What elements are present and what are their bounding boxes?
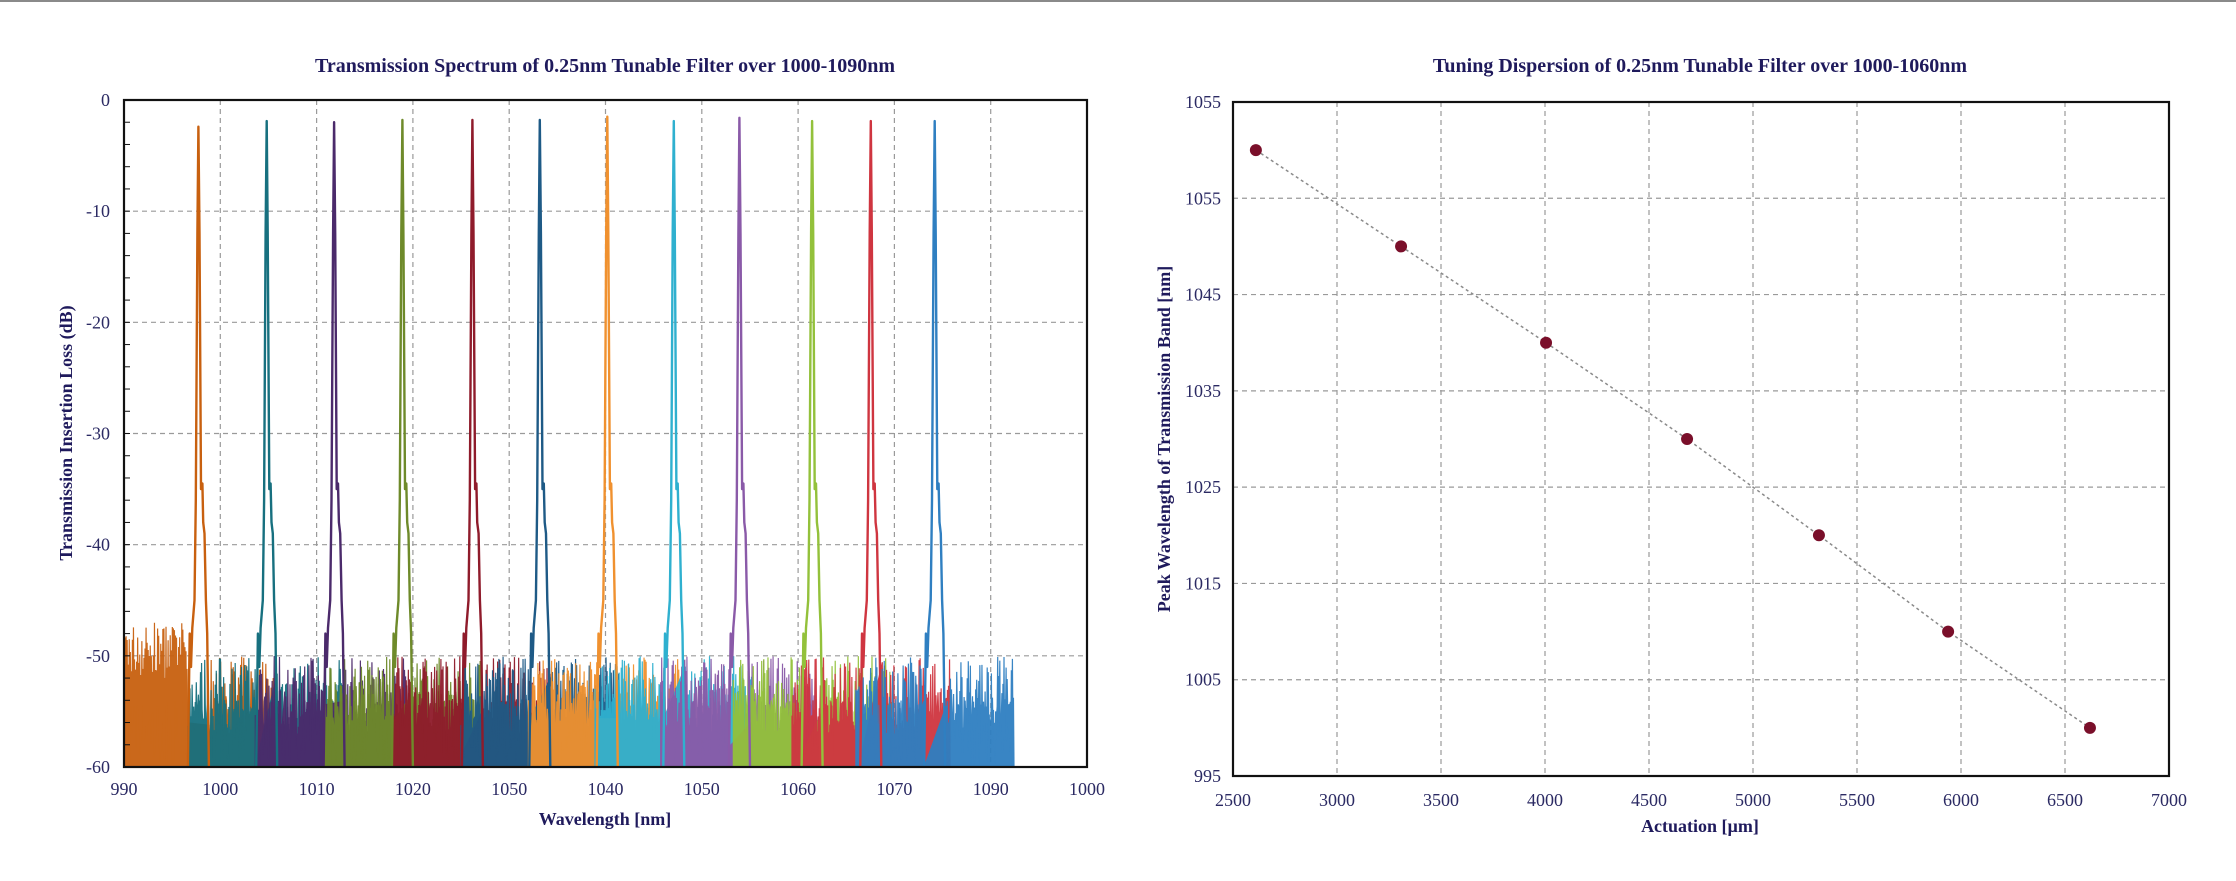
spectrum-x-tick-label: 1090 [973,779,1009,799]
spectrum-peak-peak-11 [859,119,883,768]
dispersion-data-point [2083,721,2096,734]
spectrum-peak-peak-7 [595,115,619,768]
dispersion-data-point [1249,144,1262,157]
spectrum-y-tick-label: 0 [101,90,110,110]
spectrum-peak-peak-10 [800,119,824,768]
spectrum-y-tick-label: -10 [86,201,110,221]
dispersion-y-tick-label: 1045 [1185,285,1221,305]
spectrum-peak-peak-1 [186,125,211,768]
spectrum-peak-peak-6 [528,118,552,768]
dispersion-trendline [1255,149,2091,729]
dispersion-y-tick-label: 1035 [1185,381,1221,401]
spectrum-x-tick-label: 1000 [202,779,238,799]
dispersion-x-tick-label: 5500 [1839,790,1875,810]
spectrum-peak-peak-3 [322,121,346,768]
spectrum-x-tick-label: 1050 [684,779,720,799]
dispersion-x-tick-label: 4000 [1527,790,1563,810]
spectrum-chart-title: Transmission Spectrum of 0.25nm Tunable … [315,55,895,77]
spectrum-chart: Transmission Spectrum of 0.25nm Tunable … [56,55,1105,829]
dispersion-data-point [1942,625,1955,638]
spectrum-peak-peak-2 [255,119,279,768]
dispersion-y-axis-label: Peak Wavelength of Transmission Band [nm… [1154,266,1174,613]
dispersion-chart-title: Tuning Dispersion of 0.25nm Tunable Filt… [1433,55,1968,77]
spectrum-y-tick-label: -30 [86,424,110,444]
spectrum-x-tick-label: 1010 [299,779,335,799]
dispersion-x-tick-label: 3000 [1319,790,1355,810]
spectrum-y-tick-label: -50 [86,646,110,666]
spectrum-noise-floor [123,622,1015,768]
dispersion-x-tick-label: 6500 [2047,790,2083,810]
spectrum-peak-peak-5 [460,118,485,768]
dispersion-plot-frame [1231,100,2171,778]
top-border-line [0,0,2236,2]
spectrum-x-tick-label: 1040 [588,779,624,799]
spectrum-peak-peak-4 [390,118,415,768]
spectrum-peak-peak-9 [727,116,752,768]
dispersion-x-tick-label: 5000 [1735,790,1771,810]
spectrum-x-axis-label: Wavelength [nm] [539,809,672,829]
spectrum-x-tick-label: 1060 [780,779,816,799]
spectrum-x-tick-label: 1070 [876,779,912,799]
spectrum-x-tick-label: 1000 [1069,779,1105,799]
dispersion-data-point [1681,433,1694,445]
dispersion-x-ticks: 2500 3000 3500 4000 4500 5000 5500 6000 6500 7000 [1215,790,2187,810]
spectrum-y-tick-label: -20 [86,312,110,332]
spectrum-series [186,115,947,768]
dispersion-data-point [1540,336,1553,349]
dispersion-x-tick-label: 7000 [2151,790,2187,810]
dispersion-y-tick-label: 1025 [1185,477,1221,497]
spectrum-y-ticks: 0 -10 -20 -30 -40 -50 -60 [86,90,130,777]
dispersion-data-point [1812,529,1825,542]
spectrum-x-ticks: 990 1000 1010 1020 1050 1040 1050 1060 1070 1090 1… [111,779,1106,799]
spectrum-x-tick-label: 1050 [491,779,527,799]
spectrum-peak-peak-8 [662,119,686,768]
dispersion-y-tick-label: 995 [1194,766,1221,786]
dispersion-y-tick-label: 1055 [1185,92,1221,112]
dispersion-x-tick-label: 2500 [1215,790,1251,810]
dispersion-y-tick-label: 1005 [1185,670,1221,690]
spectrum-x-tick-label: 1020 [395,779,431,799]
dispersion-y-tick-label: 1055 [1185,188,1221,208]
dispersion-data-point [1395,240,1408,253]
spectrum-x-tick-label: 990 [111,779,138,799]
dispersion-y-tick-label: 1015 [1185,573,1221,593]
dispersion-x-tick-label: 6000 [1943,790,1979,810]
spectrum-y-tick-label: -40 [86,535,110,555]
dispersion-y-ticks: 1055 1055 1045 1035 1025 1015 1005 995 [1185,92,1221,786]
dispersion-grid [1233,102,2169,776]
spectrum-peak-peak-12 [923,119,947,768]
dispersion-points [1249,144,2096,734]
dispersion-x-axis-label: Actuation [µm] [1641,816,1759,836]
spectrum-y-tick-label: -60 [86,757,110,777]
dispersion-x-tick-label: 4500 [1631,790,1667,810]
spectrum-y-axis-label: Transmission Insertion Loss (dB) [56,305,77,560]
dispersion-chart: Tuning Dispersion of 0.25nm Tunable Filt… [1154,55,2187,836]
dispersion-x-tick-label: 3500 [1423,790,1459,810]
